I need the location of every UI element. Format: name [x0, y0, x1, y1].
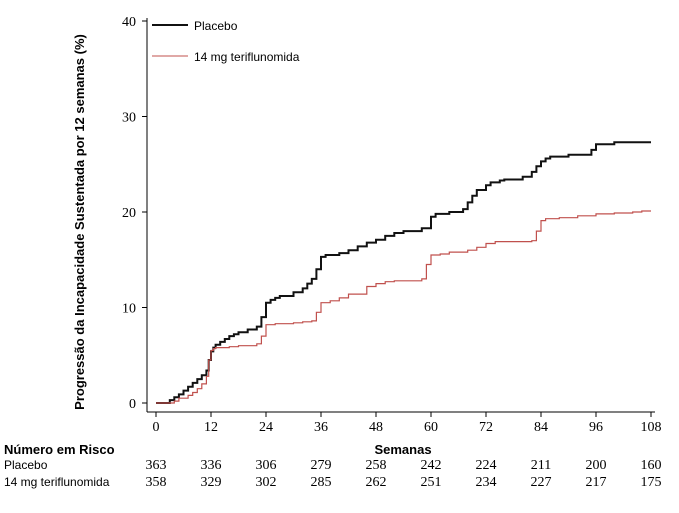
risk-value: 234	[476, 475, 497, 490]
risk-value: 200	[586, 458, 607, 473]
x-tick-label: 24	[259, 420, 273, 435]
y-tick-label: 30	[122, 111, 136, 126]
risk-row-label-teriflunomida: 14 mg teriflunomida	[4, 475, 110, 489]
risk-value: 302	[256, 475, 277, 490]
risk-value: 224	[476, 458, 497, 473]
y-tick-label: 0	[129, 397, 136, 412]
series-line-placebo	[156, 141, 651, 404]
x-tick-label: 72	[479, 420, 493, 435]
risk-value: 306	[256, 458, 277, 473]
risk-value: 285	[311, 475, 332, 490]
x-tick-label: 96	[589, 420, 603, 435]
risk-value: 251	[421, 475, 442, 490]
risk-value: 279	[311, 458, 332, 473]
risk-value: 160	[641, 458, 662, 473]
risk-value: 336	[201, 458, 222, 473]
y-axis-label: Progressão da Incapacidade Sustentada po…	[72, 34, 87, 410]
series-line-teriflunomida	[156, 210, 651, 404]
risk-value: 363	[146, 458, 167, 473]
x-tick-label: 60	[424, 420, 438, 435]
x-tick-label: 12	[204, 420, 218, 435]
legend: Placebo 14 mg teriflunomida	[152, 19, 300, 64]
x-axis-label: Semanas	[374, 442, 431, 457]
x-tick-label: 48	[369, 420, 383, 435]
x-tick-label: 0	[153, 420, 160, 435]
risk-values: 363 336 306 279 258 242 224 211 200 160 358 329 302 2…	[146, 458, 662, 490]
series-layer	[156, 141, 651, 404]
risk-value: 175	[641, 475, 662, 490]
risk-value: 262	[366, 475, 387, 490]
risk-value: 329	[201, 475, 222, 490]
risk-value: 211	[531, 458, 551, 473]
y-ticks: 0 10 20 30 40	[122, 15, 147, 412]
risk-value: 217	[586, 475, 607, 490]
x-tick-label: 84	[534, 420, 548, 435]
x-ticks: 0 12 24 36 48 60 72 84 96 108	[153, 412, 662, 435]
y-tick-label: 40	[122, 15, 136, 30]
risk-row-label-placebo: Placebo	[4, 458, 48, 472]
legend-label-placebo: Placebo	[194, 19, 238, 33]
x-tick-label: 36	[314, 420, 328, 435]
risk-value: 242	[421, 458, 442, 473]
risk-table-title: Número em Risco	[4, 442, 115, 457]
legend-label-teriflunomida: 14 mg teriflunomida	[194, 50, 300, 64]
risk-value: 258	[366, 458, 387, 473]
risk-value: 358	[146, 475, 167, 490]
y-tick-label: 20	[122, 206, 136, 221]
risk-value: 227	[531, 475, 552, 490]
y-tick-label: 10	[122, 302, 136, 317]
x-tick-label: 108	[641, 420, 662, 435]
